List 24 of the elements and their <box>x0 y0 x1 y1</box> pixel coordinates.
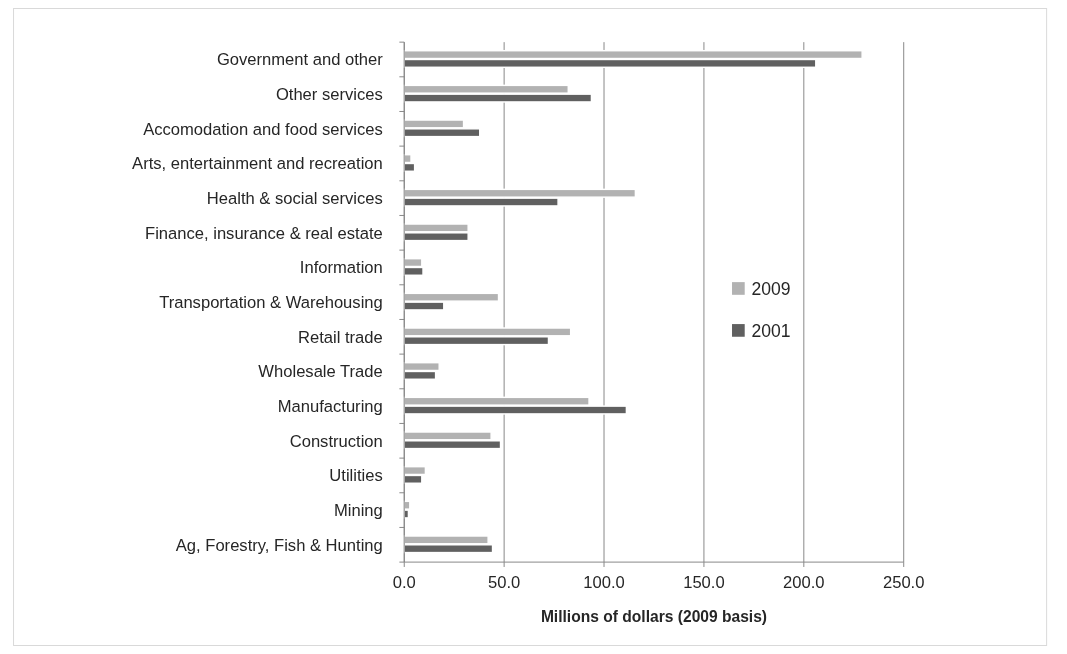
y-tick-label: Health & social services <box>206 188 383 208</box>
y-tick-label: Utilities <box>329 466 383 486</box>
x-tick-label: 200.0 <box>783 573 825 593</box>
y-tick-label: Finance, insurance & real estate <box>145 223 383 243</box>
legend-label: 2009 <box>751 278 791 299</box>
x-tick-label: 100.0 <box>583 573 625 593</box>
legend-label: 2001 <box>751 320 791 341</box>
y-tick-label: Construction <box>289 431 383 451</box>
y-tick-label: Other services <box>275 84 383 104</box>
y-tick-label: Retail trade <box>298 327 383 347</box>
x-tick-label: 150.0 <box>683 573 725 593</box>
y-tick-label: Accomodation and food services <box>143 119 383 139</box>
y-tick-label: Mining <box>333 500 383 520</box>
y-tick-label: Information <box>299 258 383 278</box>
y-tick-label: Government and other <box>216 50 384 70</box>
y-tick-label: Manufacturing <box>277 396 383 416</box>
x-tick-label: 0.0 <box>392 573 416 593</box>
x-axis-title: Millions of dollars (2009 basis) <box>540 607 768 625</box>
y-tick-label: Arts, entertainment and recreation <box>132 154 383 174</box>
y-tick-label: Ag, Forestry, Fish & Hunting <box>175 535 383 555</box>
x-tick-label: 50.0 <box>488 573 521 593</box>
x-tick-label: 250.0 <box>882 573 925 593</box>
y-tick-label: Wholesale Trade <box>258 362 383 382</box>
y-tick-label: Transportation & Warehousing <box>159 292 383 312</box>
